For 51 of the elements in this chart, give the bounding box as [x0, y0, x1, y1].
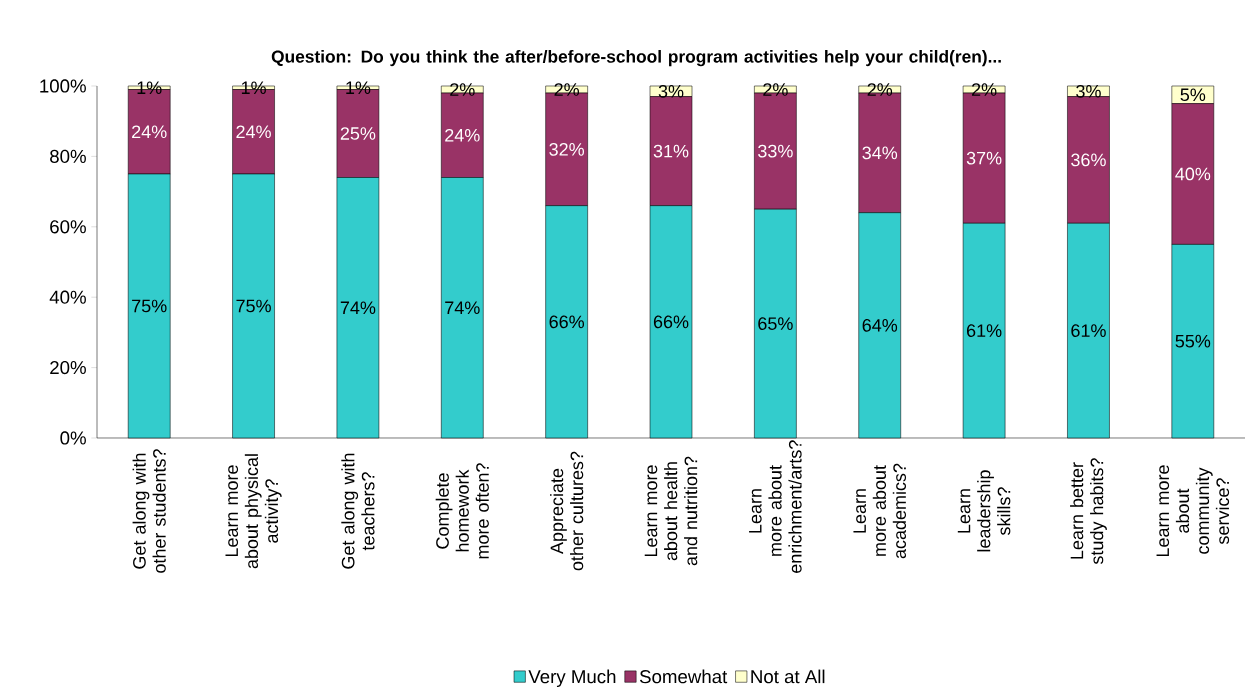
- x-tick-label: Learn better study habits?: [1070, 458, 1107, 565]
- y-tick-label: 80%: [50, 149, 86, 164]
- data-label: 61%: [967, 324, 1002, 337]
- data-label: 24%: [445, 128, 480, 142]
- data-label: 2%: [971, 83, 997, 96]
- data-label: 2%: [450, 83, 475, 96]
- x-tick-label: Learn more about health and nutrition?: [644, 456, 698, 566]
- data-label: 74%: [340, 301, 376, 315]
- data-label: 32%: [549, 142, 585, 156]
- data-label: 66%: [549, 315, 585, 329]
- data-label: 2%: [763, 83, 788, 96]
- x-tick-label: Get along with teachers?: [341, 453, 375, 569]
- x-tick-label: Learn more about enrichment/arts?: [749, 440, 802, 573]
- x-tick-label: Learn leadership skills?: [957, 470, 1011, 552]
- x-tick-label: Appreciate other cultures?: [550, 451, 584, 571]
- legend-label: Not at All: [751, 669, 825, 684]
- legend-label: Somewhat: [639, 669, 728, 684]
- y-tick-label: 60%: [50, 220, 86, 234]
- data-label: 33%: [758, 144, 793, 158]
- data-label: 66%: [653, 315, 689, 329]
- chart-title: Question: Do you think the after/before-school program activities help your child(ren)...: [271, 50, 1001, 67]
- x-tick-label: Get along with other students?: [132, 449, 166, 573]
- data-label: 74%: [445, 301, 480, 315]
- x-tick-label: Complete homework more often?: [435, 463, 489, 559]
- x-tick-label: Learn more about community service?: [1156, 465, 1230, 557]
- y-tick-label: 20%: [50, 360, 86, 375]
- data-label: 55%: [1175, 334, 1211, 348]
- y-tick-label: 100%: [40, 79, 86, 93]
- data-label: 75%: [236, 299, 271, 313]
- data-label: 2%: [867, 83, 893, 96]
- data-label: 3%: [1076, 84, 1101, 98]
- data-label: 40%: [1175, 167, 1211, 181]
- data-label: 37%: [966, 151, 1002, 165]
- data-label: 24%: [236, 125, 271, 139]
- data-label: 36%: [1071, 153, 1106, 167]
- data-label: 61%: [1071, 324, 1106, 337]
- data-label: 34%: [862, 146, 898, 160]
- data-label: 5%: [1180, 88, 1206, 102]
- y-tick-label: 40%: [49, 290, 86, 304]
- data-label: 75%: [132, 299, 167, 313]
- x-tick-label: Learn more about physical activity?: [225, 454, 282, 569]
- data-label: 24%: [132, 125, 167, 139]
- legend-label: Very Much: [528, 669, 616, 687]
- data-label: 65%: [758, 317, 793, 330]
- data-label: 3%: [658, 84, 684, 98]
- data-label: 64%: [862, 318, 898, 332]
- data-label: 2%: [554, 83, 580, 96]
- x-tick-label: Learn more about academics?: [853, 463, 906, 559]
- data-label: 31%: [653, 144, 689, 158]
- data-label: 25%: [340, 127, 376, 140]
- y-tick-label: 0%: [60, 431, 86, 445]
